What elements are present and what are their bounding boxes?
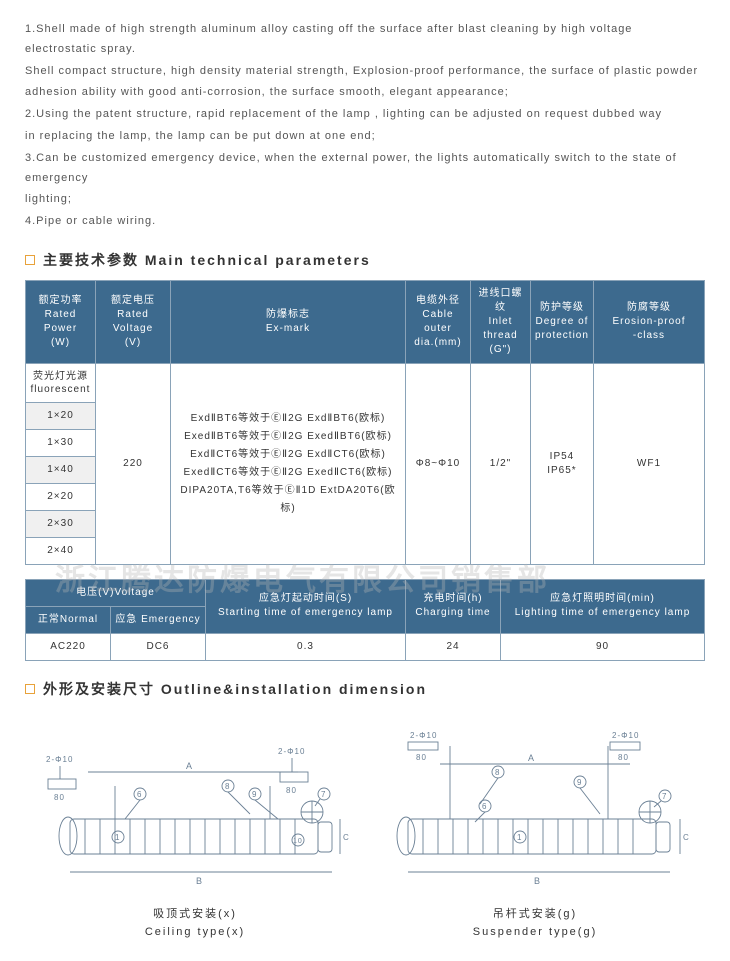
svg-text:2-Φ10: 2-Φ10 (410, 731, 437, 740)
feature-item: 3.Can be customized emergency device, wh… (25, 149, 705, 189)
diagram-suspender: 2-Φ10 80 2-Φ10 80 (380, 724, 690, 941)
svg-text:B: B (196, 876, 203, 886)
svg-text:6: 6 (482, 802, 487, 811)
row-2x40: 2×40 (26, 537, 96, 564)
th-protection: 防护等级Degree ofprotection (531, 280, 594, 363)
ex-line: DIPA20TA,T6等效于ⒺⅡ1D ExtDA20T6(欧标) (177, 482, 399, 518)
feature-item: adhesion ability with good anti-corrosio… (25, 83, 705, 103)
svg-text:2-Φ10: 2-Φ10 (278, 747, 305, 756)
svg-text:7: 7 (662, 792, 667, 801)
svg-text:80: 80 (54, 793, 65, 802)
ex-line: ExedⅡCT6等效于ⒺⅡ2G ExedⅡCT6(欧标) (177, 464, 399, 482)
svg-text:B: B (534, 876, 541, 886)
ex-line: ExdⅡCT6等效于ⒺⅡ2G ExdⅡCT6(欧标) (177, 446, 399, 464)
ex-line: ExdⅡBT6等效于ⒺⅡ2G ExdⅡBT6(欧标) (177, 410, 399, 428)
cell-dia: Φ8~Φ10 (406, 363, 471, 564)
section-heading-dimension: 外形及安装尺寸 Outline&installation dimension (25, 679, 705, 699)
cell-ac220: AC220 (26, 633, 111, 660)
svg-text:A: A (528, 753, 535, 763)
square-marker-icon (25, 255, 35, 265)
svg-text:1: 1 (517, 833, 522, 842)
th-rated-voltage: 额定电压Rated Voltage(V) (96, 280, 171, 363)
feature-item: in replacing the lamp, the lamp can be p… (25, 127, 705, 147)
cell-voltage: 220 (96, 363, 171, 564)
th-inlet: 进线口螺纹Inlet thread(G") (471, 280, 531, 363)
diagram-caption-ceiling: 吸顶式安装(x)Ceiling type(x) (40, 906, 350, 941)
feature-item: 2.Using the patent structure, rapid repl… (25, 105, 705, 125)
diagrams-row: 2-Φ10 80 2-Φ10 80 (25, 724, 705, 941)
th-start-time: 应急灯起动时间(S)Starting time of emergency lam… (206, 579, 406, 633)
cell-charge: 24 (406, 633, 501, 660)
cell-inlet: 1/2" (471, 363, 531, 564)
svg-text:80: 80 (416, 753, 427, 762)
th-erosion: 防腐等级Erosion-proof-class (593, 280, 704, 363)
main-params-table: 额定功率Rated Power(W) 额定电压Rated Voltage(V) … (25, 280, 705, 565)
row-1x30: 1×30 (26, 429, 96, 456)
ceiling-diagram-svg: 2-Φ10 80 2-Φ10 80 (40, 724, 350, 894)
th-ex-mark: 防爆标志Ex-mark (171, 280, 406, 363)
svg-text:2-Φ10: 2-Φ10 (46, 755, 73, 764)
diagram-ceiling: 2-Φ10 80 2-Φ10 80 (40, 724, 350, 941)
suspender-diagram-svg: 2-Φ10 80 2-Φ10 80 (380, 724, 690, 894)
feature-item: Shell compact structure, high density ma… (25, 62, 705, 82)
th-cable-dia: 电缆外径Cable outerdia.(mm) (406, 280, 471, 363)
svg-text:80: 80 (618, 753, 629, 762)
emergency-params-table: 电压(V)Voltage 应急灯起动时间(S)Starting time of … (25, 579, 705, 661)
th-normal: 正常Normal (26, 606, 111, 633)
section-title: 外形及安装尺寸 Outline&installation dimension (43, 679, 427, 699)
cell-protect: IP54IP65* (531, 363, 594, 564)
row-2x20: 2×20 (26, 483, 96, 510)
cell-ex-mark: ExdⅡBT6等效于ⒺⅡ2G ExdⅡBT6(欧标) ExedⅡBT6等效于ⒺⅡ… (171, 363, 406, 564)
svg-text:6: 6 (137, 790, 142, 799)
svg-text:9: 9 (577, 778, 582, 787)
svg-text:80: 80 (286, 786, 297, 795)
row-2x30: 2×30 (26, 510, 96, 537)
ex-line: ExedⅡBT6等效于ⒺⅡ2G ExedⅡBT6(欧标) (177, 428, 399, 446)
feature-list: 1.Shell made of high strength aluminum a… (25, 20, 705, 232)
cell-start: 0.3 (206, 633, 406, 660)
cell-fluorescent: 荧光灯光源fluorescent (26, 363, 96, 402)
svg-text:7: 7 (321, 790, 326, 799)
svg-text:9: 9 (252, 790, 257, 799)
svg-text:C: C (683, 833, 690, 842)
th-voltage: 电压(V)Voltage (26, 579, 206, 606)
section-heading-params: 主要技术参数 Main technical parameters (25, 250, 705, 270)
th-emergency: 应急 Emergency (111, 606, 206, 633)
svg-text:10: 10 (293, 838, 303, 845)
section-title: 主要技术参数 Main technical parameters (43, 250, 371, 270)
svg-text:8: 8 (495, 768, 500, 777)
diagram-caption-suspender: 吊杆式安装(g)Suspender type(g) (380, 906, 690, 941)
th-light-time: 应急灯照明时间(min)Lighting time of emergency l… (501, 579, 705, 633)
feature-item: 1.Shell made of high strength aluminum a… (25, 20, 705, 60)
feature-item: lighting; (25, 190, 705, 210)
svg-text:8: 8 (225, 782, 230, 791)
svg-text:1: 1 (115, 833, 120, 842)
square-marker-icon (25, 684, 35, 694)
svg-text:2-Φ10: 2-Φ10 (612, 731, 639, 740)
feature-item: 4.Pipe or cable wiring. (25, 212, 705, 232)
svg-text:A: A (186, 761, 193, 771)
th-rated-power: 额定功率Rated Power(W) (26, 280, 96, 363)
cell-light: 90 (501, 633, 705, 660)
row-1x20: 1×20 (26, 402, 96, 429)
cell-dc6: DC6 (111, 633, 206, 660)
cell-erosion: WF1 (593, 363, 704, 564)
svg-text:C: C (343, 833, 350, 842)
row-1x40: 1×40 (26, 456, 96, 483)
th-charge-time: 充电时间(h)Charging time (406, 579, 501, 633)
